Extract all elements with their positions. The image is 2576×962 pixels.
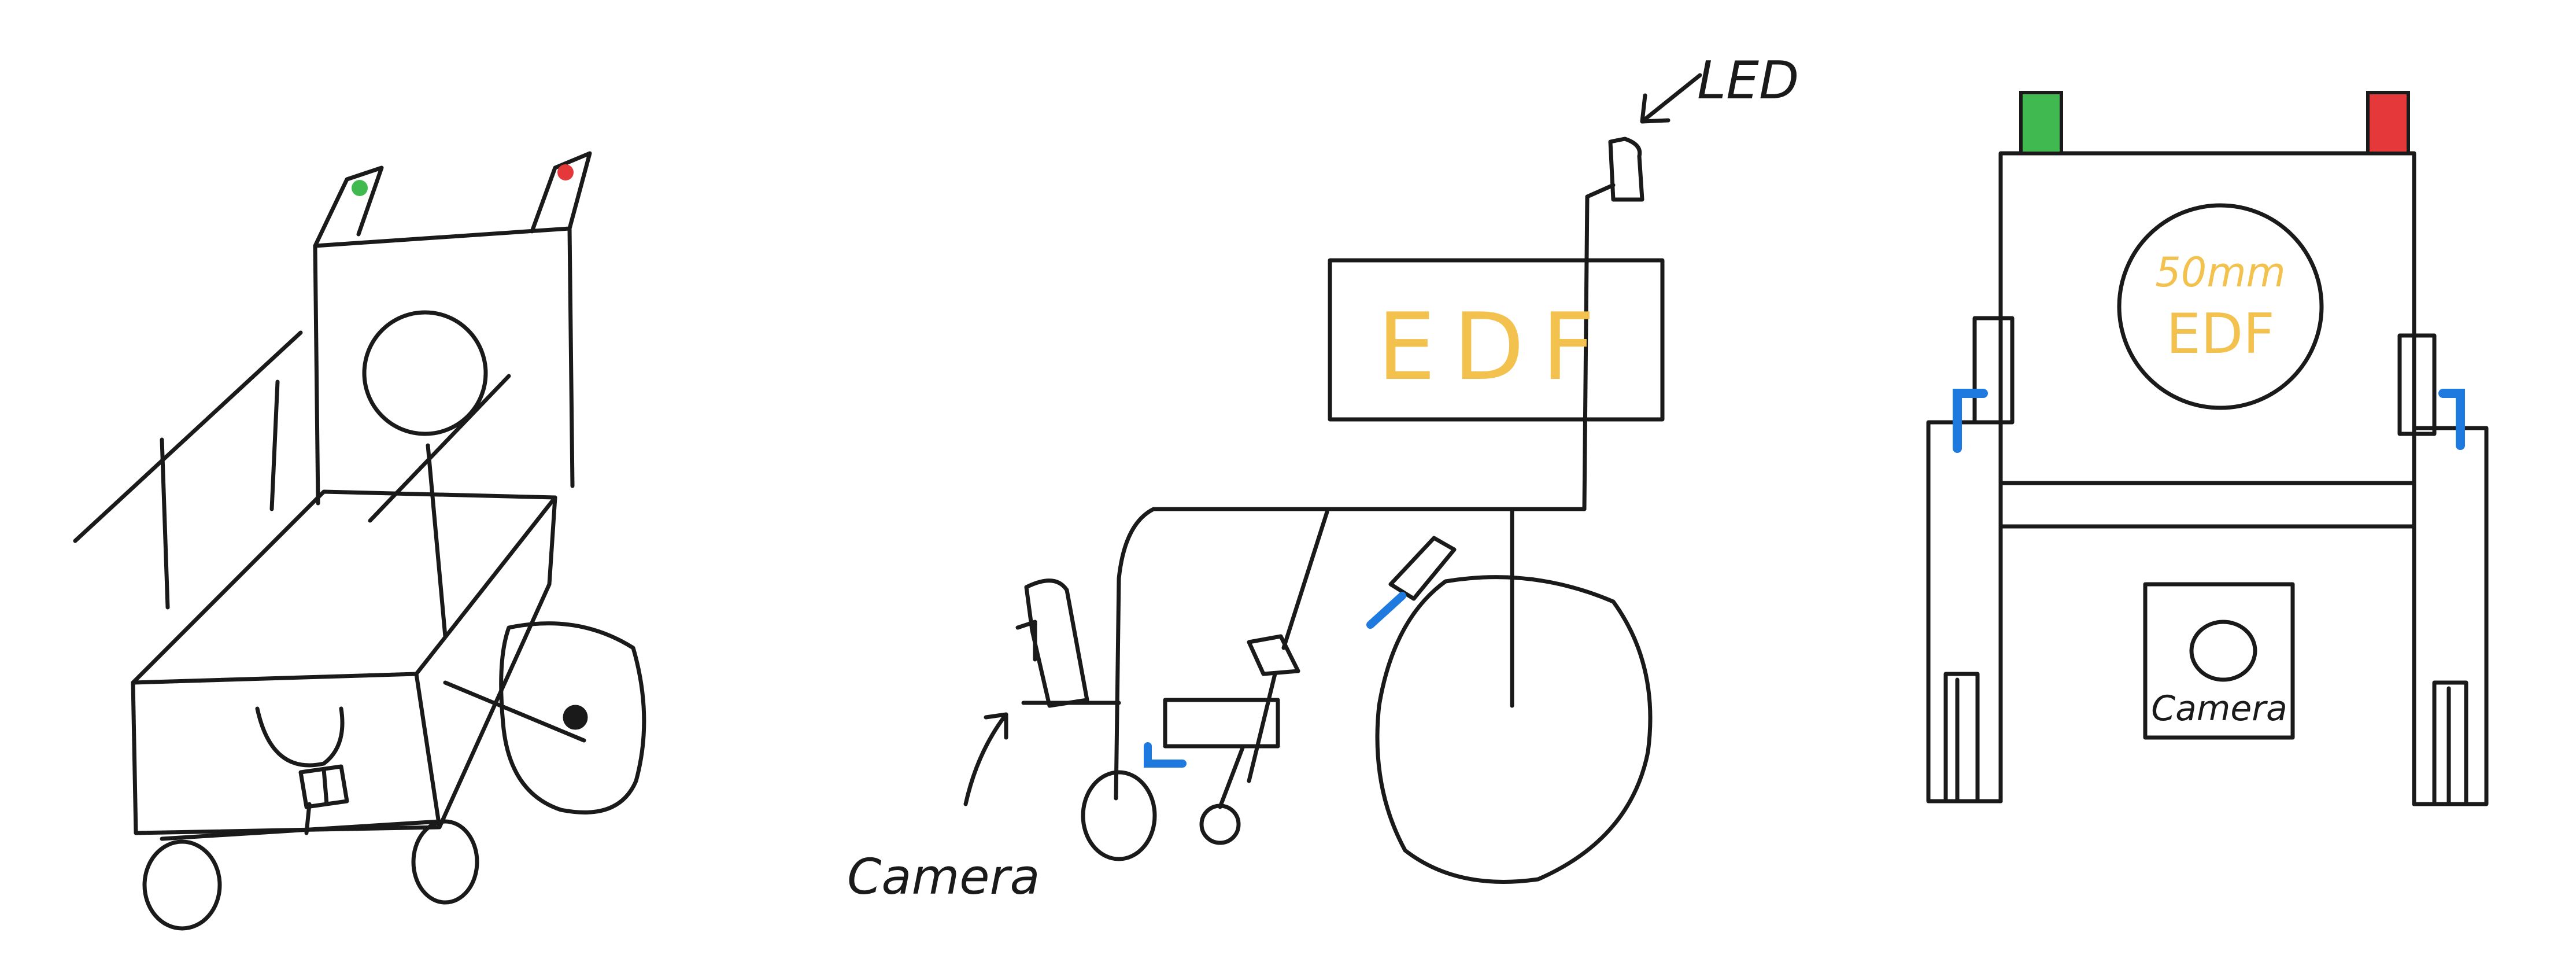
perspective-handle-right <box>368 374 511 523</box>
perspective-edf-circle <box>362 310 488 436</box>
perspective-led-red <box>557 164 574 180</box>
perspective-handle-left <box>73 330 303 543</box>
perspective-led-post-right <box>530 151 592 234</box>
perspective-front-wheel-right <box>411 819 479 905</box>
led-label: LED <box>1697 50 1799 111</box>
side-led-housing <box>1608 137 1644 202</box>
perspective-backrest <box>313 226 575 506</box>
perspective-front-wheel-left <box>142 839 222 931</box>
front-wheel-left <box>1943 672 1980 803</box>
front-edf-label: EDF <box>2166 303 2275 366</box>
side-small-caster <box>1199 803 1241 845</box>
front-view <box>1926 151 2489 806</box>
perspective-rear-wheel <box>499 621 646 814</box>
front-left-frame <box>1926 420 2003 803</box>
front-camera-box <box>2143 582 2295 740</box>
side-view <box>963 73 1702 884</box>
front-led-green <box>2019 91 2063 155</box>
side-edf-box <box>1328 258 1665 422</box>
side-front-wheel <box>1081 770 1157 861</box>
front-camera-label: Camera <box>2151 688 2287 729</box>
front-edf-size-label: 50mm <box>2155 249 2285 296</box>
perspective-led-post-left <box>313 165 384 248</box>
side-battery-box <box>1163 698 1280 749</box>
front-edf-circle <box>2117 203 2324 410</box>
side-rear-wheel <box>1375 575 1653 884</box>
side-camera-arrow <box>963 712 1008 806</box>
front-camera-lens <box>2189 620 2257 682</box>
side-edf-label: EDF <box>1377 293 1612 401</box>
perspective-seat <box>131 489 557 685</box>
perspective-view <box>73 151 646 931</box>
perspective-led-green <box>352 180 368 196</box>
side-led-arrow <box>1640 73 1702 124</box>
side-camera-label: Camera <box>847 849 1040 906</box>
front-led-red <box>2366 91 2410 155</box>
